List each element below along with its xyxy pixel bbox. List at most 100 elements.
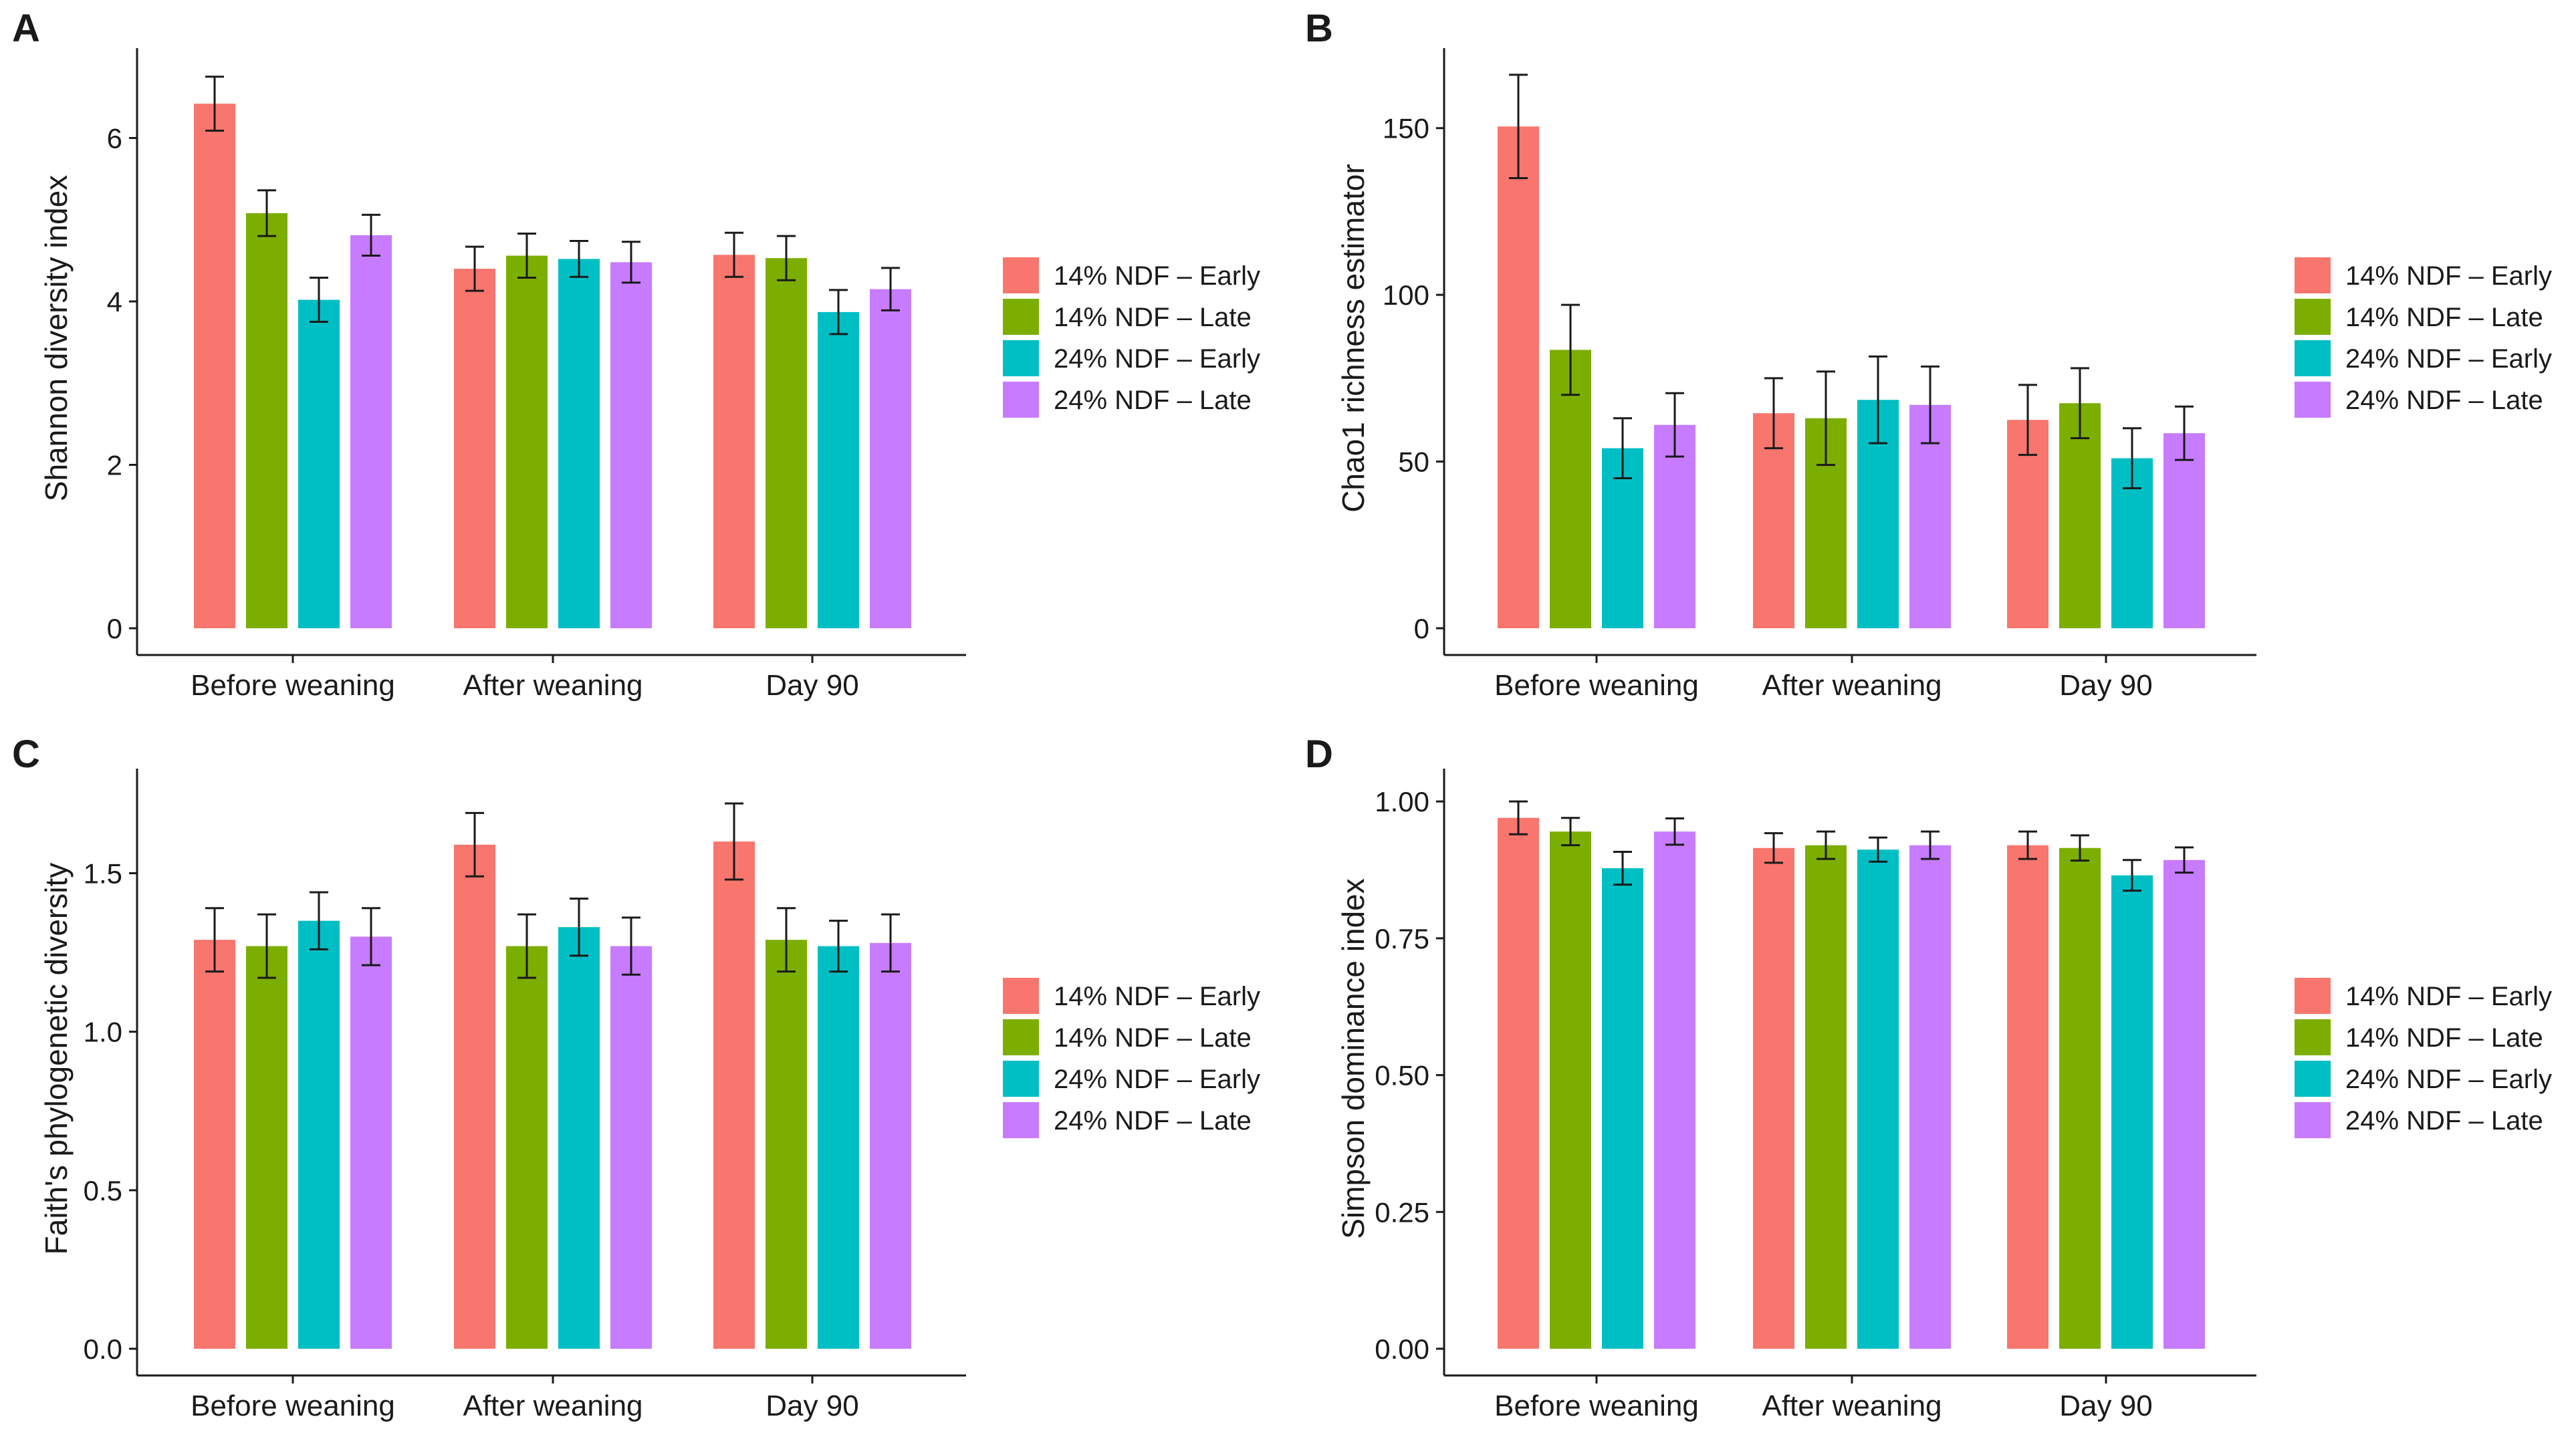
y-axis-title: Faith's phylogenetic diversity — [39, 863, 74, 1255]
bar — [506, 255, 548, 629]
panel-b: B 0 50 100 150 Before weaning After weaning Day… — [1305, 7, 2552, 702]
legend: 14% NDF – Early 14% NDF – Late 24% NDF – E… — [2295, 978, 2552, 1138]
bar — [1654, 831, 1695, 1349]
panel-letter: A — [12, 7, 40, 50]
bar — [2163, 860, 2205, 1349]
y-tick-label: 100 — [1383, 279, 1429, 311]
bar — [1909, 845, 1951, 1349]
bar — [558, 259, 600, 629]
legend: 14% NDF – Early 14% NDF – Late 24% NDF – E… — [1003, 978, 1260, 1138]
legend-swatch — [1003, 382, 1039, 418]
legend-label: 14% NDF – Early — [1054, 261, 1260, 291]
bar — [454, 269, 495, 629]
error-bar — [1817, 370, 1835, 467]
bar — [713, 841, 755, 1349]
error-bar — [881, 913, 900, 973]
legend-label: 14% NDF – Early — [2345, 982, 2552, 1011]
error-bar — [465, 811, 484, 878]
bar — [2111, 875, 2153, 1349]
error-bar — [725, 231, 743, 278]
bar — [610, 262, 652, 629]
panel-letter: D — [1305, 733, 1333, 776]
bars — [1498, 74, 2205, 629]
x-tick-label: Day 90 — [2059, 669, 2152, 702]
bar — [350, 235, 392, 628]
error-bar — [205, 907, 224, 973]
bar — [298, 920, 340, 1349]
y-tick-label: 0 — [107, 613, 122, 644]
x-tick-label: Before weaning — [191, 1390, 395, 1422]
y-tick-label: 0.50 — [1375, 1060, 1429, 1091]
panel-d: D 0.00 0.25 0.50 0.75 1.00 Before weaning After… — [1305, 733, 2552, 1422]
bar — [766, 258, 807, 629]
x-tick-label: After weaning — [463, 669, 642, 702]
error-bar — [257, 189, 276, 237]
legend-swatch — [2295, 257, 2331, 293]
error-bar — [362, 213, 380, 257]
legend-label: 24% NDF – Late — [2345, 386, 2543, 415]
legend-label: 14% NDF – Late — [2345, 1023, 2543, 1053]
legend-swatch — [1003, 1019, 1039, 1055]
legend-label: 24% NDF – Late — [1054, 386, 1252, 415]
legend-label: 14% NDF – Late — [1054, 1023, 1252, 1053]
error-bar — [1764, 832, 1783, 864]
legend-label: 14% NDF – Early — [2345, 261, 2552, 291]
y-tick-label: 4 — [107, 286, 122, 317]
x-tick-label: After weaning — [1762, 669, 1942, 702]
legend-label: 14% NDF – Late — [1054, 303, 1252, 332]
bar — [246, 213, 287, 628]
legend-swatch — [2295, 299, 2331, 335]
bar — [1602, 868, 1643, 1349]
bar — [2059, 403, 2101, 628]
error-bar — [570, 240, 588, 278]
error-bar — [2018, 830, 2037, 860]
y-tick-label: 1.5 — [84, 858, 122, 890]
error-bar — [2175, 405, 2194, 461]
bar — [610, 946, 652, 1349]
error-bar — [829, 920, 848, 973]
error-bar — [257, 913, 276, 979]
y-tick-label: 50 — [1398, 446, 1429, 478]
error-bar — [1764, 377, 1783, 450]
y-axis-title: Simpson dominance index — [1336, 878, 1371, 1239]
error-bar — [1869, 355, 1887, 444]
error-bar — [1613, 417, 1632, 480]
error-bar — [2071, 367, 2089, 440]
error-bar — [881, 267, 900, 311]
y-tick-label: 0.00 — [1375, 1333, 1429, 1365]
panel-letter: B — [1305, 7, 1333, 50]
error-bar — [725, 802, 743, 881]
bar — [1550, 350, 1591, 628]
error-bar — [622, 916, 640, 976]
legend-swatch — [2295, 1019, 2331, 1055]
x-tick-label: After weaning — [463, 1390, 642, 1422]
y-tick-label: 6 — [107, 122, 122, 154]
y-tick-label: 0.25 — [1375, 1196, 1429, 1228]
error-bar — [1817, 830, 1835, 860]
bar — [1805, 845, 1847, 1349]
x-tick-label: Day 90 — [766, 669, 858, 702]
bar — [1753, 847, 1794, 1349]
legend-swatch — [2295, 382, 2331, 418]
x-tick-label: Before weaning — [191, 669, 395, 702]
y-tick-label: 0.0 — [84, 1333, 122, 1365]
legend-label: 24% NDF – Early — [1054, 344, 1260, 374]
error-bar — [1561, 303, 1580, 396]
bar — [298, 299, 340, 628]
bar — [194, 940, 235, 1349]
legend-label: 24% NDF – Early — [2345, 1065, 2552, 1094]
legend-label: 24% NDF – Early — [1054, 1065, 1260, 1094]
bar — [818, 946, 859, 1349]
bar — [766, 940, 807, 1349]
y-tick-label: 1.00 — [1375, 786, 1429, 817]
error-bar — [2018, 384, 2037, 456]
bar — [870, 289, 911, 628]
bar — [454, 844, 495, 1349]
legend-label: 24% NDF – Late — [1054, 1106, 1252, 1136]
x-tick-label: After weaning — [1762, 1390, 1942, 1422]
bar — [1498, 817, 1539, 1349]
legend-swatch — [2295, 1102, 2331, 1138]
legend-swatch — [1003, 257, 1039, 293]
bar — [1857, 849, 1899, 1349]
